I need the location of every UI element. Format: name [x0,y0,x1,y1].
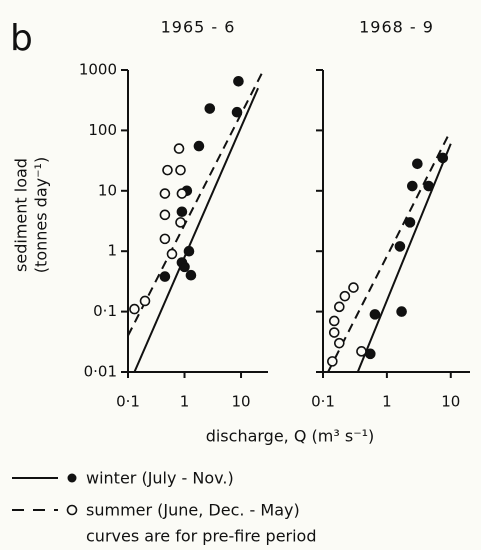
point [139,295,151,307]
y-tick-label: 0·1 [93,302,117,320]
point [369,309,381,320]
chart-title: 1965 - 6 [161,18,236,37]
point [233,76,244,87]
point [159,271,171,282]
point [159,209,171,221]
point [159,233,171,245]
point [423,180,434,192]
fit-line [133,87,259,373]
point [185,269,197,281]
point [193,140,205,152]
point [175,217,186,228]
y-tick-label: 1 [107,242,117,260]
point [437,152,449,164]
point [129,303,140,315]
point [404,217,416,228]
legend-marker [67,473,77,483]
legend-label: winter (July - Nov.) [86,469,234,488]
x-tick-label: 0·1 [311,393,335,411]
point [175,164,186,176]
point [339,290,351,302]
x-axis-label: discharge, Q (m³ s⁻¹) [206,427,375,446]
point [334,337,345,349]
y-tick-label: 1000 [79,61,117,79]
point [231,106,243,118]
x-tick-label: 1 [180,393,190,411]
point [162,164,173,176]
point [364,348,376,360]
point [412,158,423,170]
fit-line [356,143,452,373]
x-tick-label: 0·1 [116,393,140,411]
x-tick-label: 10 [441,393,460,411]
y-tick-label: 0·01 [84,363,117,381]
point [179,261,190,273]
point [396,306,407,317]
chart-title: 1968 - 9 [359,18,434,37]
point [348,282,359,293]
point [328,327,340,338]
panel-label: b [10,18,33,59]
note: curves are for pre-fire period [86,527,317,546]
point [176,188,188,199]
point [394,241,406,252]
y-axis-label: (tonnes day⁻¹) [32,157,51,273]
point [407,180,418,192]
point [334,301,345,313]
legend-marker [66,504,78,516]
point [173,143,185,154]
y-tick-label: 100 [88,121,117,139]
x-tick-label: 1 [382,393,392,411]
point [328,315,340,327]
point [166,248,178,260]
y-tick-label: 10 [98,181,117,199]
point [183,245,195,257]
point [356,346,367,357]
x-tick-label: 10 [231,393,250,411]
point [327,356,338,367]
point [159,188,171,199]
point [204,103,216,114]
legend-label: summer (June, Dec. - May) [86,501,300,520]
point [176,206,188,218]
y-axis-label: sediment load [12,158,31,272]
